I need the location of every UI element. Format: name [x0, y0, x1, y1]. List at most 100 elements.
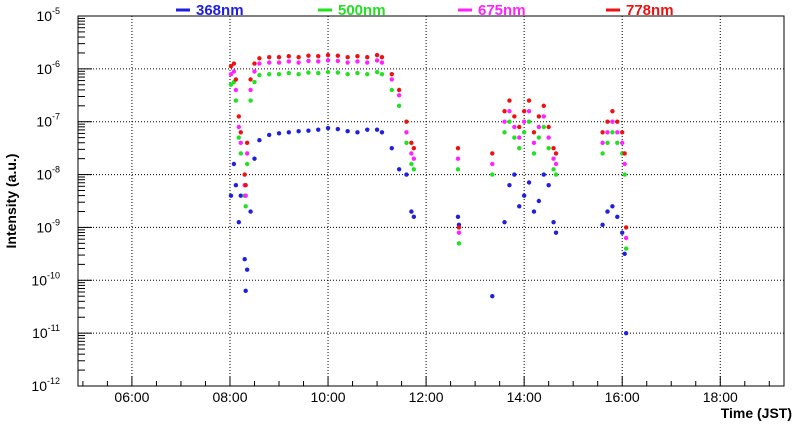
- data-point: [306, 58, 311, 64]
- data-point: [396, 93, 402, 98]
- data-point: [507, 182, 512, 188]
- data-point: [507, 98, 512, 103]
- data-point: [374, 52, 380, 58]
- data-point: [536, 114, 542, 119]
- series-675nm: [228, 58, 629, 241]
- x-tick-label: 06:00: [114, 389, 149, 405]
- data-point: [267, 60, 272, 65]
- data-point: [389, 87, 394, 93]
- data-point: [546, 145, 551, 151]
- data-point: [244, 151, 250, 156]
- axes: 06:00 08:00 10:00 12:00 14:00 16:00 18:00 10-5 1…: [31, 6, 770, 405]
- data-point: [507, 119, 512, 124]
- data-point: [231, 161, 237, 167]
- data-point: [526, 180, 532, 185]
- data-point: [526, 119, 532, 124]
- data-point: [605, 119, 610, 124]
- legend-label: 778nm: [626, 2, 674, 19]
- data-point: [404, 130, 409, 135]
- data-point: [286, 53, 292, 59]
- data-point: [490, 161, 495, 167]
- data-point: [257, 73, 262, 78]
- data-point: [623, 330, 629, 336]
- data-point: [335, 53, 341, 58]
- data-point: [396, 87, 402, 93]
- data-point: [296, 71, 301, 77]
- data-point: [409, 161, 414, 167]
- data-point: [455, 145, 461, 151]
- data-point: [546, 135, 551, 140]
- data-point: [615, 214, 620, 220]
- data-point: [325, 52, 331, 58]
- data-point: [605, 130, 610, 135]
- data-point: [502, 108, 507, 114]
- data-point: [551, 167, 556, 172]
- data-point: [404, 119, 409, 124]
- data-point: [252, 69, 257, 74]
- data-point: [316, 59, 321, 64]
- data-point: [252, 79, 257, 85]
- data-point: [622, 161, 627, 167]
- data-point: [374, 69, 380, 75]
- data-point: [551, 145, 556, 151]
- data-point: [252, 156, 257, 161]
- data-point: [455, 214, 461, 220]
- data-point: [521, 193, 527, 198]
- data-point: [456, 241, 462, 246]
- data-point: [404, 172, 409, 177]
- data-point: [345, 129, 350, 134]
- data-point: [248, 87, 253, 93]
- data-point: [521, 108, 527, 114]
- data-point: [267, 132, 272, 138]
- data-point: [316, 70, 321, 76]
- data-point: [531, 130, 537, 135]
- legend-label: 500nm: [338, 2, 386, 19]
- x-tick-label: 08:00: [212, 389, 247, 405]
- y-tick-label: 10-6: [36, 59, 60, 77]
- data-point: [409, 151, 414, 156]
- data-point: [411, 156, 417, 161]
- data-point: [257, 56, 262, 61]
- data-point: [379, 130, 385, 135]
- series-500nm: [228, 69, 629, 251]
- data-point: [411, 167, 417, 172]
- data-point: [286, 130, 292, 135]
- data-point: [286, 59, 292, 64]
- data-point: [242, 256, 247, 262]
- data-point: [345, 60, 350, 65]
- data-point: [615, 140, 620, 146]
- data-point: [456, 225, 462, 230]
- data-point: [243, 288, 248, 294]
- data-point: [551, 156, 556, 161]
- data-point: [374, 58, 380, 63]
- data-point: [379, 55, 385, 60]
- data-point: [316, 127, 321, 132]
- x-tick-label: 18:00: [703, 389, 738, 405]
- data-point: [605, 209, 610, 214]
- data-point: [248, 77, 253, 82]
- data-point: [248, 209, 253, 214]
- y-tick-label: 10-5: [36, 6, 60, 24]
- data-point: [231, 69, 237, 74]
- data-point: [355, 130, 360, 135]
- data-point: [267, 55, 272, 60]
- data-point: [623, 235, 629, 241]
- data-point: [502, 219, 507, 225]
- data-point: [600, 151, 605, 156]
- data-point: [355, 70, 360, 76]
- data-point: [615, 119, 620, 124]
- data-point: [517, 135, 522, 140]
- data-point: [236, 114, 242, 119]
- data-point: [541, 114, 546, 119]
- y-tick-label: 10-7: [36, 112, 60, 130]
- data-point: [536, 124, 542, 130]
- legend: 368nm 500nm 675nm 778nm: [176, 2, 674, 19]
- data-point: [396, 103, 402, 109]
- data-point: [605, 140, 610, 146]
- data-point: [389, 77, 394, 82]
- data-point: [546, 124, 551, 130]
- data-point: [325, 58, 331, 63]
- data-point: [252, 61, 257, 66]
- data-point: [622, 172, 627, 177]
- data-point: [502, 119, 507, 124]
